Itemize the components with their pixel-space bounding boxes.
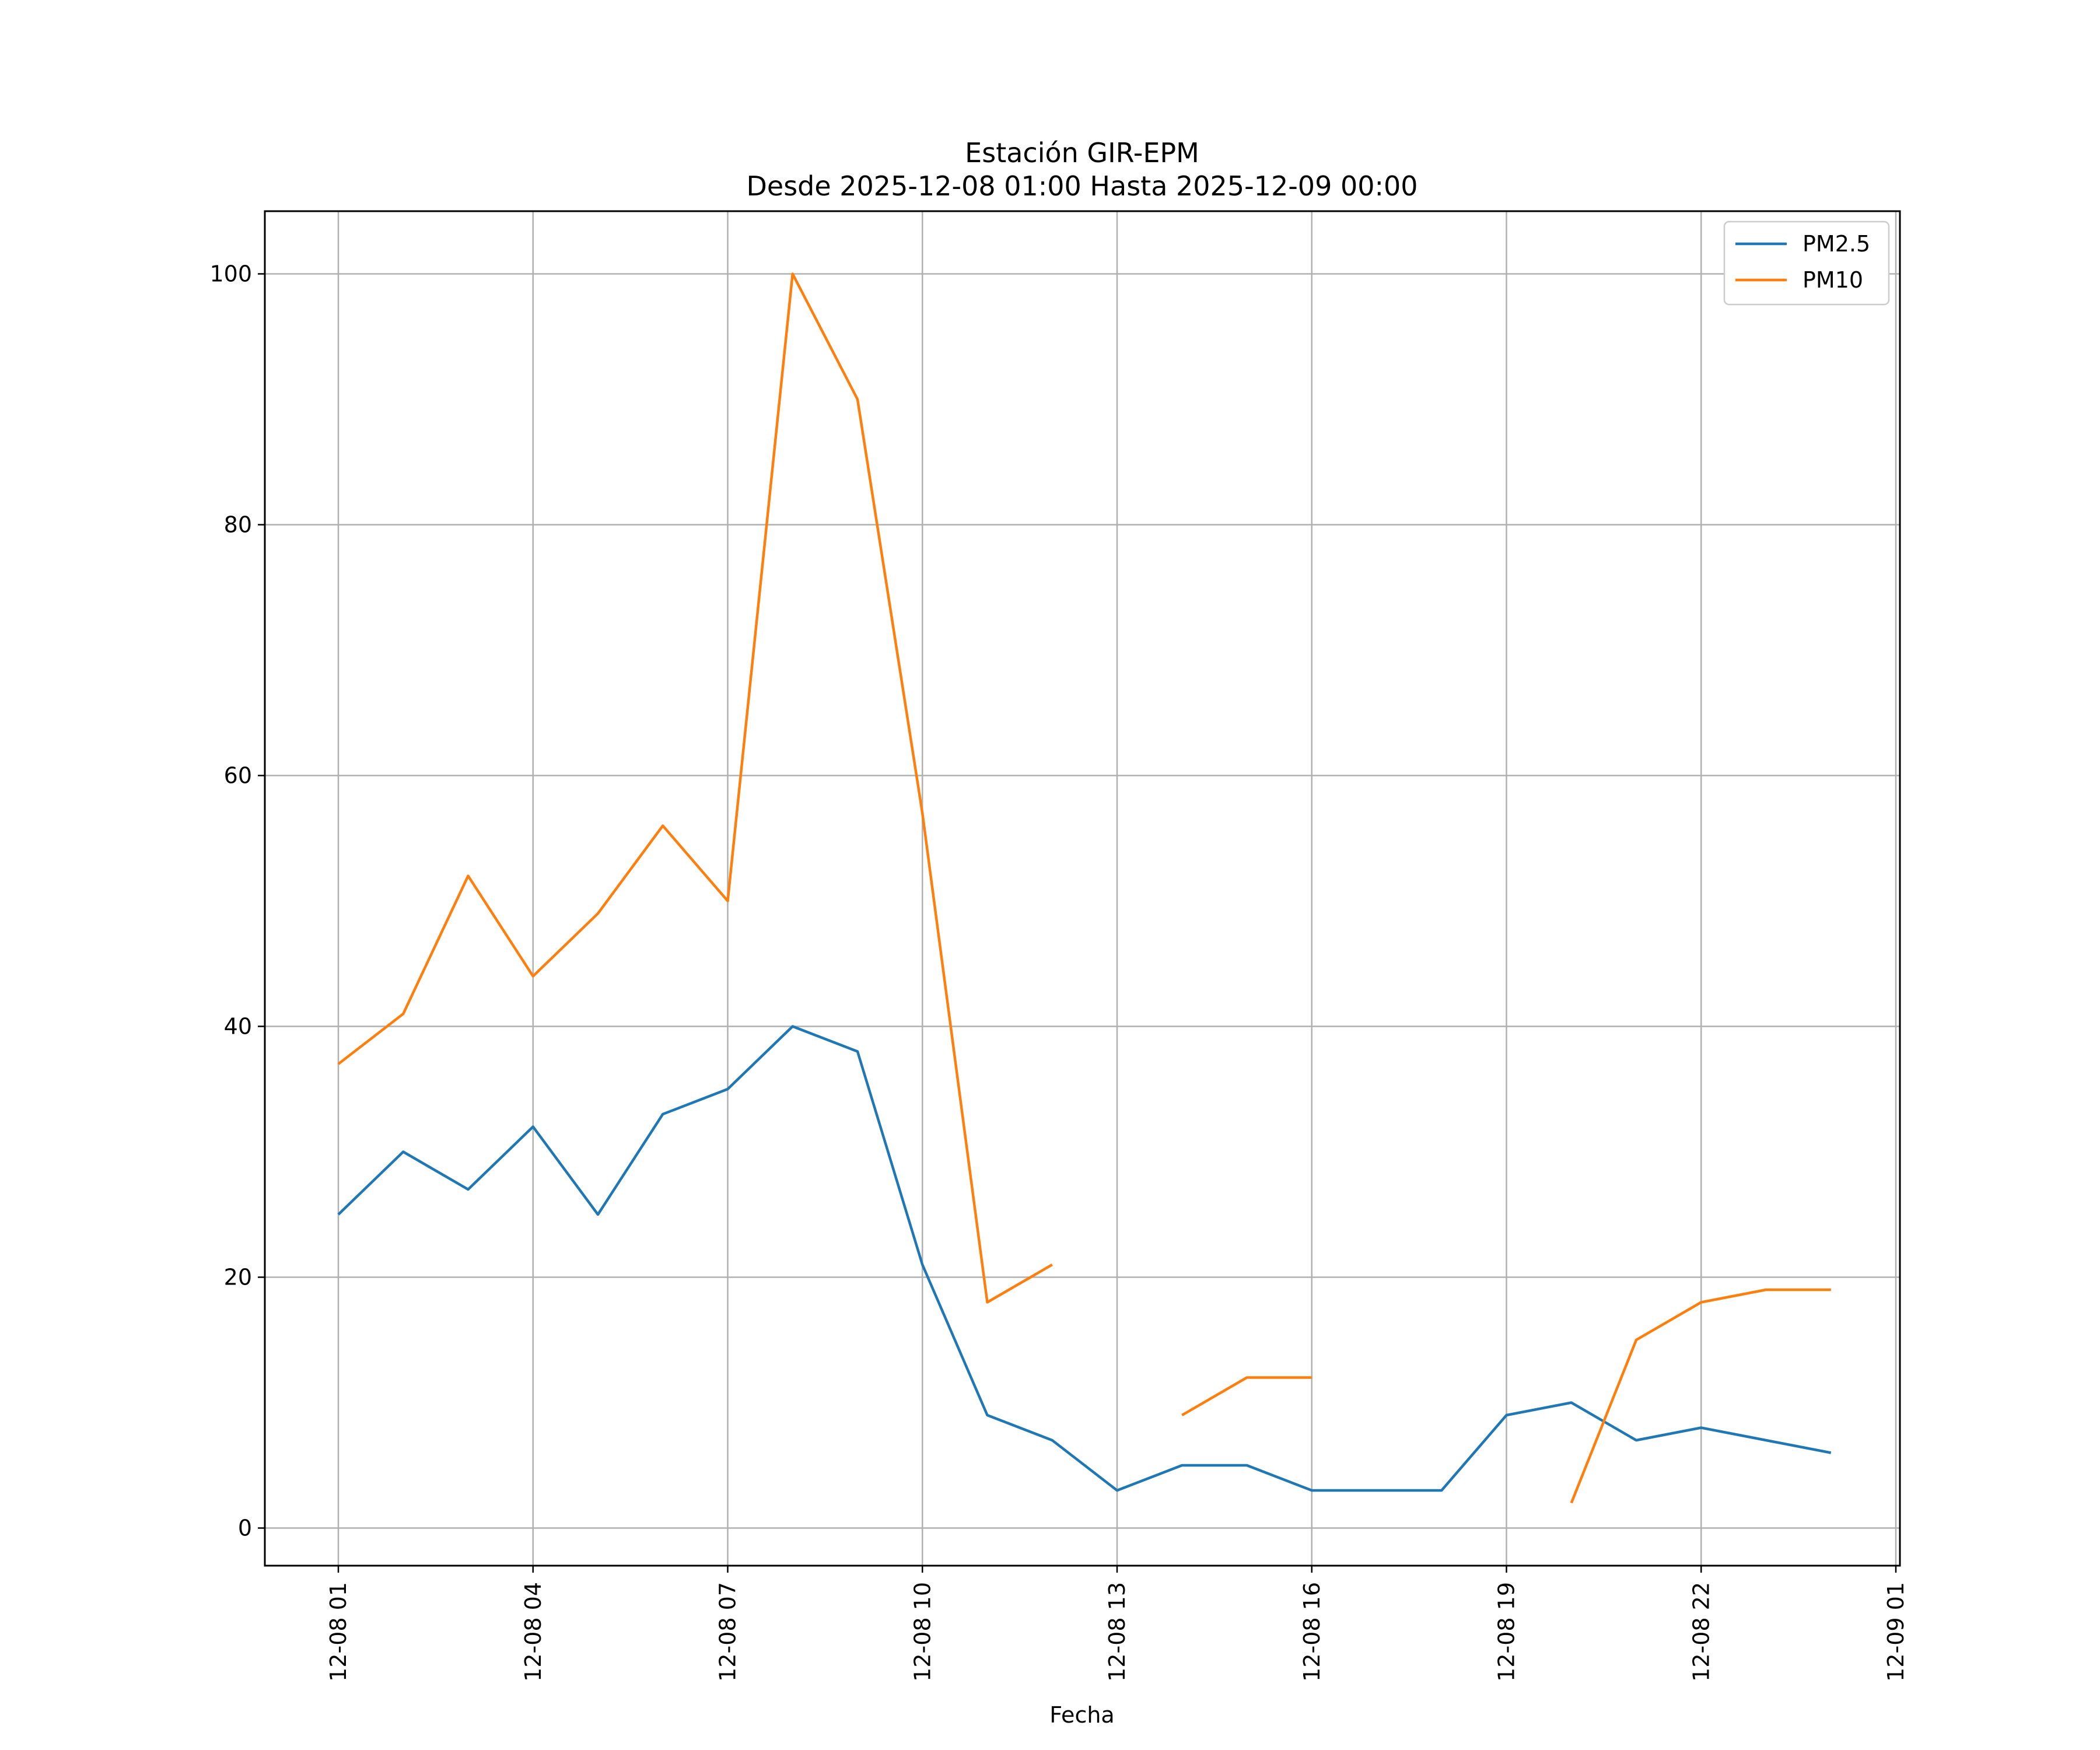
legend-label: PM10 <box>1803 267 1863 293</box>
y-tick-label: 80 <box>224 512 252 538</box>
x-tick-label: 12-08 22 <box>1688 1582 1714 1682</box>
grid-lines <box>265 211 1900 1566</box>
x-axis-label: Fecha <box>1049 1702 1114 1728</box>
x-tick-label: 12-09 01 <box>1883 1582 1909 1682</box>
axis-ticks: 0 20 40 60 80 100 12-08 01 12-08 04 12-08 07 12-0… <box>209 261 1909 1682</box>
chart-title: Estación GIR-EPM <box>965 137 1199 169</box>
y-tick-label: 60 <box>224 763 252 789</box>
legend-box <box>1723 220 1890 306</box>
x-tick-label: 12-08 01 <box>326 1582 351 1682</box>
series-lines <box>337 272 1832 1504</box>
x-tick-label: 12-08 19 <box>1494 1582 1520 1682</box>
legend: PM2.5 PM10 <box>1723 220 1890 306</box>
legend-label: PM2.5 <box>1803 231 1870 257</box>
x-tick-label: 12-08 10 <box>909 1582 935 1682</box>
chart-subtitle: Desde 2025-12-08 01:00 Hasta 2025-12-09 … <box>746 170 1418 202</box>
x-tick-label: 12-08 16 <box>1299 1582 1325 1682</box>
plot-area-frame <box>264 210 1901 1567</box>
series-line-pm2-5 <box>337 1025 1832 1492</box>
y-tick-label: 0 <box>238 1516 252 1541</box>
x-tick-label: 12-08 07 <box>715 1582 741 1682</box>
x-tick-label: 12-08 04 <box>520 1582 546 1682</box>
x-tick-label: 12-08 13 <box>1104 1582 1130 1682</box>
series-line-pm10 <box>337 272 1831 1504</box>
y-tick-label: 40 <box>224 1014 252 1040</box>
y-tick-label: 100 <box>209 261 252 287</box>
y-tick-label: 20 <box>224 1265 252 1290</box>
